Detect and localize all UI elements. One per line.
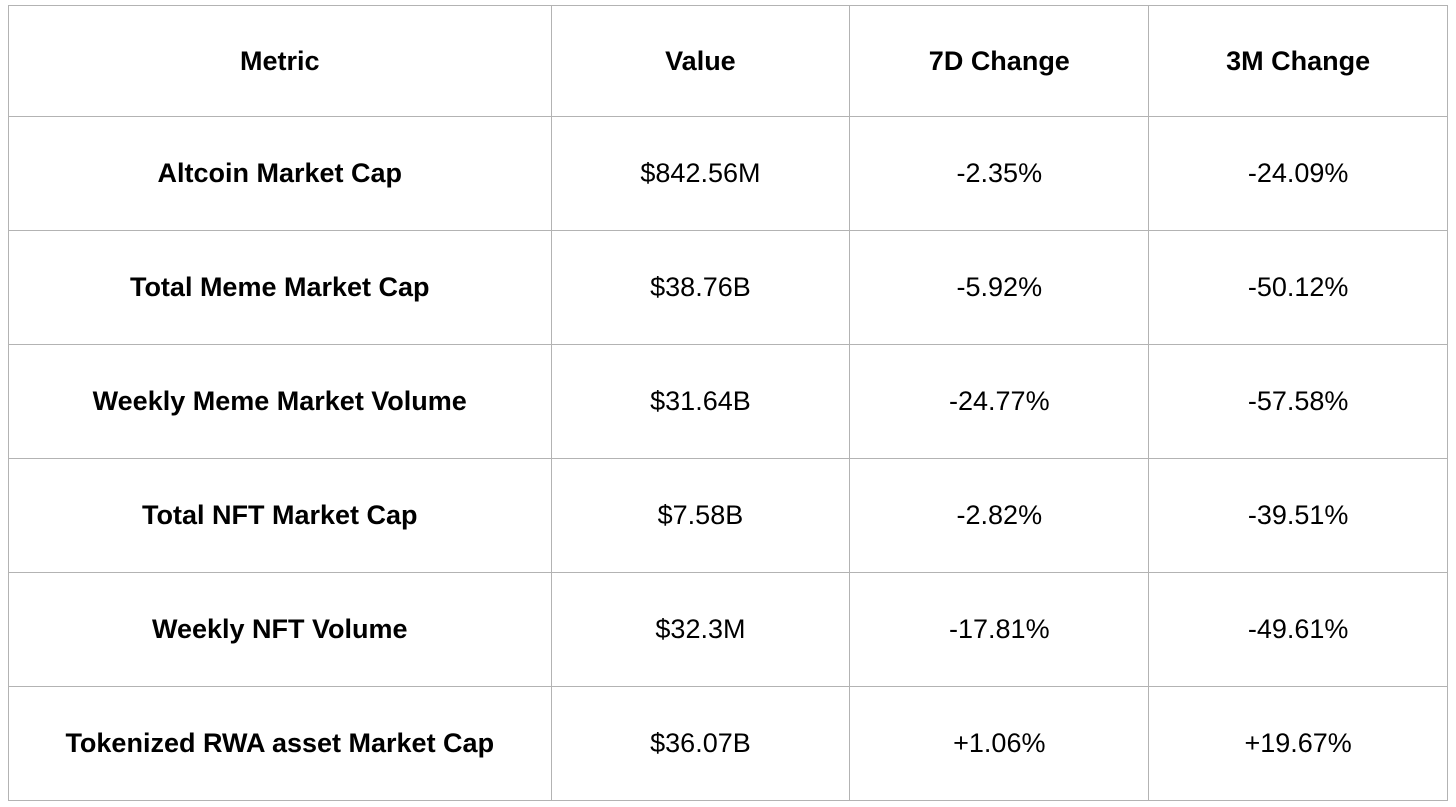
value-cell: $842.56M	[550, 116, 851, 231]
change-3m-cell: -49.61%	[1148, 572, 1448, 687]
change-7d-cell: -24.77%	[849, 344, 1150, 459]
table-header-row: Metric Value 7D Change 3M Change	[8, 5, 1448, 117]
value-cell: $7.58B	[550, 458, 851, 573]
change-3m-cell: -24.09%	[1148, 116, 1448, 231]
change-3m-cell: -39.51%	[1148, 458, 1448, 573]
value-cell: $32.3M	[550, 572, 851, 687]
change-7d-cell: -5.92%	[849, 230, 1150, 345]
change-3m-cell: +19.67%	[1148, 686, 1448, 801]
header-cell-metric: Metric	[8, 5, 552, 117]
table-row: Weekly Meme Market Volume $31.64B -24.77…	[8, 344, 1448, 459]
change-3m-cell: -50.12%	[1148, 230, 1448, 345]
metric-cell: Total Meme Market Cap	[8, 230, 552, 345]
metric-cell: Altcoin Market Cap	[8, 116, 552, 231]
table-row: Total NFT Market Cap $7.58B -2.82% -39.5…	[8, 458, 1448, 573]
table-row: Tokenized RWA asset Market Cap $36.07B +…	[8, 686, 1448, 801]
header-cell-7d-change: 7D Change	[849, 5, 1150, 117]
change-7d-cell: +1.06%	[849, 686, 1150, 801]
value-cell: $38.76B	[550, 230, 851, 345]
table-row: Weekly NFT Volume $32.3M -17.81% -49.61%	[8, 572, 1448, 687]
change-7d-cell: -17.81%	[849, 572, 1150, 687]
header-cell-3m-change: 3M Change	[1148, 5, 1448, 117]
table-row: Altcoin Market Cap $842.56M -2.35% -24.0…	[8, 116, 1448, 231]
value-cell: $36.07B	[550, 686, 851, 801]
header-cell-value: Value	[550, 5, 851, 117]
change-7d-cell: -2.35%	[849, 116, 1150, 231]
change-3m-cell: -57.58%	[1148, 344, 1448, 459]
metric-cell: Weekly NFT Volume	[8, 572, 552, 687]
value-cell: $31.64B	[550, 344, 851, 459]
metrics-table-container: Metric Value 7D Change 3M Change Altcoin…	[8, 5, 1448, 801]
metric-cell: Tokenized RWA asset Market Cap	[8, 686, 552, 801]
change-7d-cell: -2.82%	[849, 458, 1150, 573]
metric-cell: Total NFT Market Cap	[8, 458, 552, 573]
metrics-table: Metric Value 7D Change 3M Change Altcoin…	[8, 5, 1448, 801]
table-row: Total Meme Market Cap $38.76B -5.92% -50…	[8, 230, 1448, 345]
metric-cell: Weekly Meme Market Volume	[8, 344, 552, 459]
